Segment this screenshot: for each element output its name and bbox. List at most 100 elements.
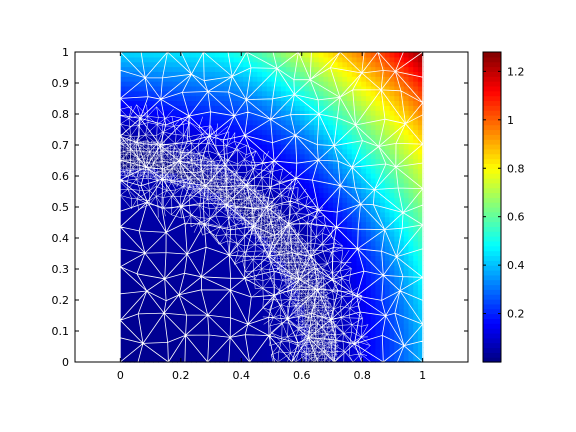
heatmap-cell xyxy=(323,148,329,155)
heatmap-cell xyxy=(365,139,372,145)
colorbar-segment xyxy=(483,81,501,87)
heatmap-cell xyxy=(375,294,381,300)
heatmap-cell xyxy=(280,299,287,305)
heatmap-cell xyxy=(228,105,235,111)
heatmap-cell xyxy=(243,66,249,72)
heatmap-cell xyxy=(285,105,291,111)
heatmap-cell xyxy=(191,61,197,68)
heatmap-cell xyxy=(195,187,202,194)
heatmap-cell xyxy=(403,105,410,111)
heatmap-cell xyxy=(257,342,263,349)
heatmap-cell xyxy=(309,332,315,339)
heatmap-cell xyxy=(314,255,320,261)
heatmap-cell xyxy=(271,211,277,218)
heatmap-cell xyxy=(280,255,287,261)
heatmap-cell xyxy=(177,236,183,242)
heatmap-cell xyxy=(351,231,358,237)
heatmap-cell xyxy=(380,255,386,261)
heatmap-cell xyxy=(214,337,221,344)
heatmap-cell xyxy=(304,163,310,169)
heatmap-cell xyxy=(262,56,268,63)
heatmap-cell xyxy=(271,148,277,155)
heatmap-cell xyxy=(408,245,414,252)
heatmap-cell xyxy=(370,250,377,257)
heatmap-cell xyxy=(134,76,140,82)
heatmap-cell xyxy=(342,182,348,189)
heatmap-cell xyxy=(172,240,178,247)
heatmap-cell xyxy=(304,303,310,310)
heatmap-cell xyxy=(399,144,405,150)
heatmap-cell xyxy=(214,279,221,286)
heatmap-cell xyxy=(125,110,131,116)
heatmap-cell xyxy=(413,182,419,189)
heatmap-cell xyxy=(210,250,216,257)
heatmap-cell xyxy=(139,260,145,266)
heatmap-cell xyxy=(332,95,339,102)
heatmap-cell xyxy=(290,240,296,247)
heatmap-cell xyxy=(403,163,410,169)
heatmap-cell xyxy=(318,134,325,140)
heatmap-cell xyxy=(295,100,301,106)
heatmap-cell xyxy=(125,221,131,227)
heatmap-cell xyxy=(219,158,225,165)
heatmap-cell xyxy=(125,81,131,87)
heatmap-cell xyxy=(172,90,178,97)
heatmap-cell xyxy=(304,124,310,131)
heatmap-cell xyxy=(167,124,173,131)
heatmap-cell xyxy=(247,357,254,363)
heatmap-cell xyxy=(195,52,202,58)
heatmap-cell xyxy=(143,66,150,72)
heatmap-cell xyxy=(280,318,287,324)
heatmap-cell xyxy=(276,52,282,58)
heatmap-cell xyxy=(158,332,164,339)
colorbar-segment xyxy=(483,318,501,324)
heatmap-cell xyxy=(195,318,202,324)
heatmap-cell xyxy=(214,119,221,126)
heatmap-cell xyxy=(332,100,339,106)
heatmap-cell xyxy=(389,269,395,276)
heatmap-cell xyxy=(205,56,211,63)
heatmap-cell xyxy=(120,66,126,72)
heatmap-cell xyxy=(285,90,291,97)
heatmap-cell xyxy=(304,177,310,184)
heatmap-cell xyxy=(361,240,367,247)
heatmap-cell xyxy=(332,197,339,203)
heatmap-cell xyxy=(181,124,188,131)
heatmap-cell xyxy=(191,100,197,106)
heatmap-cell xyxy=(181,303,188,310)
heatmap-cell xyxy=(332,153,339,160)
heatmap-cell xyxy=(323,255,329,261)
heatmap-cell xyxy=(238,337,244,344)
heatmap-cell xyxy=(238,279,244,286)
heatmap-cell xyxy=(323,173,329,179)
heatmap-cell xyxy=(224,308,230,315)
heatmap-cell xyxy=(332,168,339,174)
colorbar-tick-label: 0.2 xyxy=(507,308,525,321)
heatmap-cell xyxy=(295,119,301,126)
heatmap-cell xyxy=(181,313,188,320)
heatmap-cell xyxy=(309,265,315,271)
heatmap-cell xyxy=(139,231,145,237)
heatmap-cell xyxy=(342,119,348,126)
heatmap-cell xyxy=(262,81,268,87)
heatmap-cell xyxy=(120,318,126,324)
heatmap-cell xyxy=(342,347,348,353)
heatmap-cell xyxy=(120,56,126,63)
heatmap-cell xyxy=(389,173,395,179)
heatmap-cell xyxy=(356,124,362,131)
heatmap-cell xyxy=(408,61,414,68)
heatmap-cell xyxy=(257,245,263,252)
heatmap-cell xyxy=(309,318,315,324)
heatmap-cell xyxy=(417,250,424,257)
heatmap-cell xyxy=(186,90,192,97)
heatmap-cell xyxy=(257,81,263,87)
heatmap-cell xyxy=(210,289,216,295)
heatmap-cell xyxy=(257,323,263,329)
heatmap-cell xyxy=(219,289,225,295)
heatmap-cell xyxy=(148,274,155,281)
heatmap-cell xyxy=(129,216,136,223)
heatmap-cell xyxy=(318,173,325,179)
heatmap-cell xyxy=(167,255,173,261)
heatmap-cell xyxy=(186,308,192,315)
colorbar-segment xyxy=(483,294,501,300)
